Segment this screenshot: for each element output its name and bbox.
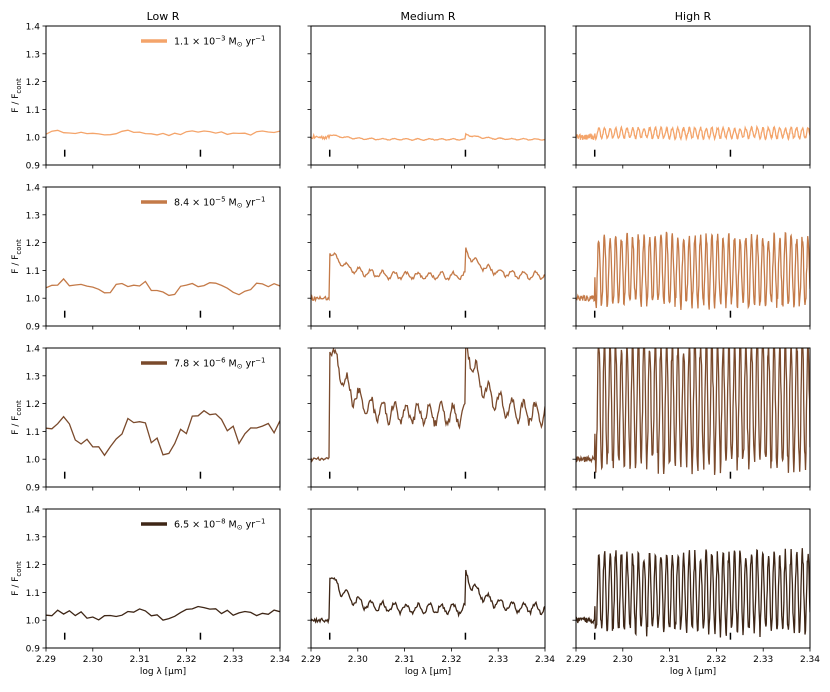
column-title: High R	[675, 10, 712, 23]
x-tick-label: 2.30	[613, 655, 633, 665]
y-axis-label: F / Fcont	[11, 400, 23, 435]
x-axis-label: log λ [μm]	[405, 667, 451, 677]
x-tick-label: 2.32	[706, 655, 726, 665]
y-tick-label: 0.9	[26, 484, 41, 494]
panel-grid: 0.9 1.0 1.1 1.2 1.3 1.4 F / Fcont 1.1 × 10−3 M⊙…	[11, 23, 820, 678]
y-tick-label: 1.0	[26, 456, 41, 466]
column-titles: Low R Medium R High R	[147, 10, 712, 23]
series-line	[576, 548, 810, 638]
series-line	[311, 247, 545, 303]
y-tick-label: 1.1	[26, 106, 40, 116]
panel-frame	[45, 347, 281, 488]
y-axis-label: F / Fcont	[11, 561, 23, 596]
series-line	[311, 569, 545, 625]
y-tick-label: 1.1	[26, 589, 40, 599]
series-line	[311, 348, 545, 463]
y-tick-label: 1.2	[26, 400, 40, 410]
y-tick-label: 1.3	[26, 50, 40, 60]
y-tick-label: 1.1	[26, 428, 40, 438]
x-tick-label: 2.34	[535, 655, 555, 665]
panel-frame	[310, 347, 546, 488]
panel-r1-c2	[307, 25, 546, 169]
panel-r3-c2	[307, 347, 546, 491]
panel-frame	[310, 186, 546, 327]
legend-label: 7.8 × 10−6 M⊙ yr−1	[174, 357, 266, 371]
y-tick-label: 1.1	[26, 267, 40, 277]
x-tick-label: 2.33	[753, 655, 773, 665]
series-line	[46, 277, 280, 297]
panel-r1-c3	[572, 25, 811, 169]
panel-frame	[575, 25, 811, 166]
legend-label: 6.5 × 10−8 M⊙ yr−1	[174, 518, 266, 532]
panel-r3-c3	[572, 347, 811, 491]
panel-r4-c1: 2.29 2.30 2.31 2.32 2.33 2.34 0.9 1.0 1.1 1.2 1.3 1…	[11, 506, 290, 678]
column-title: Medium R	[400, 10, 455, 23]
y-tick-label: 1.2	[26, 78, 40, 88]
x-tick-label: 2.30	[83, 655, 103, 665]
panel-frame	[575, 186, 811, 327]
x-axis-label: log λ [μm]	[670, 667, 716, 677]
x-tick-label: 2.34	[270, 655, 290, 665]
y-tick-label: 1.0	[26, 295, 41, 305]
panel-r1-c1: 0.9 1.0 1.1 1.2 1.3 1.4 F / Fcont 1.1 × 10−3 M⊙…	[11, 23, 281, 172]
panel-r2-c2	[307, 186, 546, 330]
y-tick-label: 1.2	[26, 239, 40, 249]
legend-label: 1.1 × 10−3 M⊙ yr−1	[174, 35, 266, 49]
y-tick-label: 1.3	[26, 533, 40, 543]
y-tick-label: 1.0	[26, 134, 41, 144]
x-tick-label: 2.31	[130, 655, 150, 665]
series-line	[46, 129, 280, 137]
panel-frame	[45, 25, 281, 166]
y-tick-label: 1.4	[26, 23, 41, 33]
panel-r4-c3: 2.29 2.30 2.31 2.32 2.33 2.34 log λ [μm]	[566, 508, 820, 677]
y-tick-label: 1.3	[26, 372, 40, 382]
x-tick-label: 2.33	[223, 655, 243, 665]
panel-r2-c3	[572, 186, 811, 330]
series-line	[46, 409, 280, 457]
y-tick-label: 1.4	[26, 345, 41, 355]
x-tick-label: 2.34	[800, 655, 820, 665]
y-tick-label: 0.9	[26, 162, 41, 172]
y-tick-label: 0.9	[26, 645, 41, 655]
y-tick-label: 1.2	[26, 561, 40, 571]
x-tick-label: 2.29	[566, 655, 586, 665]
series-line	[576, 124, 810, 142]
panel-frame	[45, 508, 281, 649]
series-line	[576, 348, 810, 475]
panel-frame	[45, 186, 281, 327]
x-tick-label: 2.33	[488, 655, 508, 665]
panel-r4-c2: 2.29 2.30 2.31 2.32 2.33 2.34 log λ [μm]	[301, 508, 555, 677]
x-tick-label: 2.30	[348, 655, 368, 665]
legend-label: 8.4 × 10−5 M⊙ yr−1	[174, 196, 266, 210]
column-title: Low R	[147, 10, 180, 23]
x-tick-label: 2.31	[660, 655, 680, 665]
panel-frame	[575, 508, 811, 649]
panel-frame	[575, 347, 811, 488]
x-tick-label: 2.31	[395, 655, 415, 665]
panel-r3-c1: 0.9 1.0 1.1 1.2 1.3 1.4 F / Fcont 7.8 × 10−6 M⊙…	[11, 345, 281, 494]
series-line	[576, 231, 810, 310]
y-axis-label: F / Fcont	[11, 239, 23, 274]
y-tick-label: 1.0	[26, 617, 41, 627]
series-line	[46, 605, 280, 621]
x-axis-label: log λ [μm]	[140, 667, 186, 677]
panel-r2-c1: 0.9 1.0 1.1 1.2 1.3 1.4 F / Fcont 8.4 × 10−5 M⊙…	[11, 184, 281, 333]
x-tick-label: 2.32	[441, 655, 461, 665]
y-tick-label: 1.4	[26, 184, 41, 194]
y-tick-label: 1.4	[26, 506, 41, 516]
series-line	[311, 132, 545, 141]
y-axis-label: F / Fcont	[11, 78, 23, 113]
panel-frame	[310, 25, 546, 166]
x-tick-label: 2.29	[301, 655, 321, 665]
x-tick-label: 2.32	[176, 655, 196, 665]
y-tick-label: 0.9	[26, 323, 41, 333]
x-tick-label: 2.29	[36, 655, 56, 665]
panel-frame	[310, 508, 546, 649]
y-tick-label: 1.3	[26, 211, 40, 221]
